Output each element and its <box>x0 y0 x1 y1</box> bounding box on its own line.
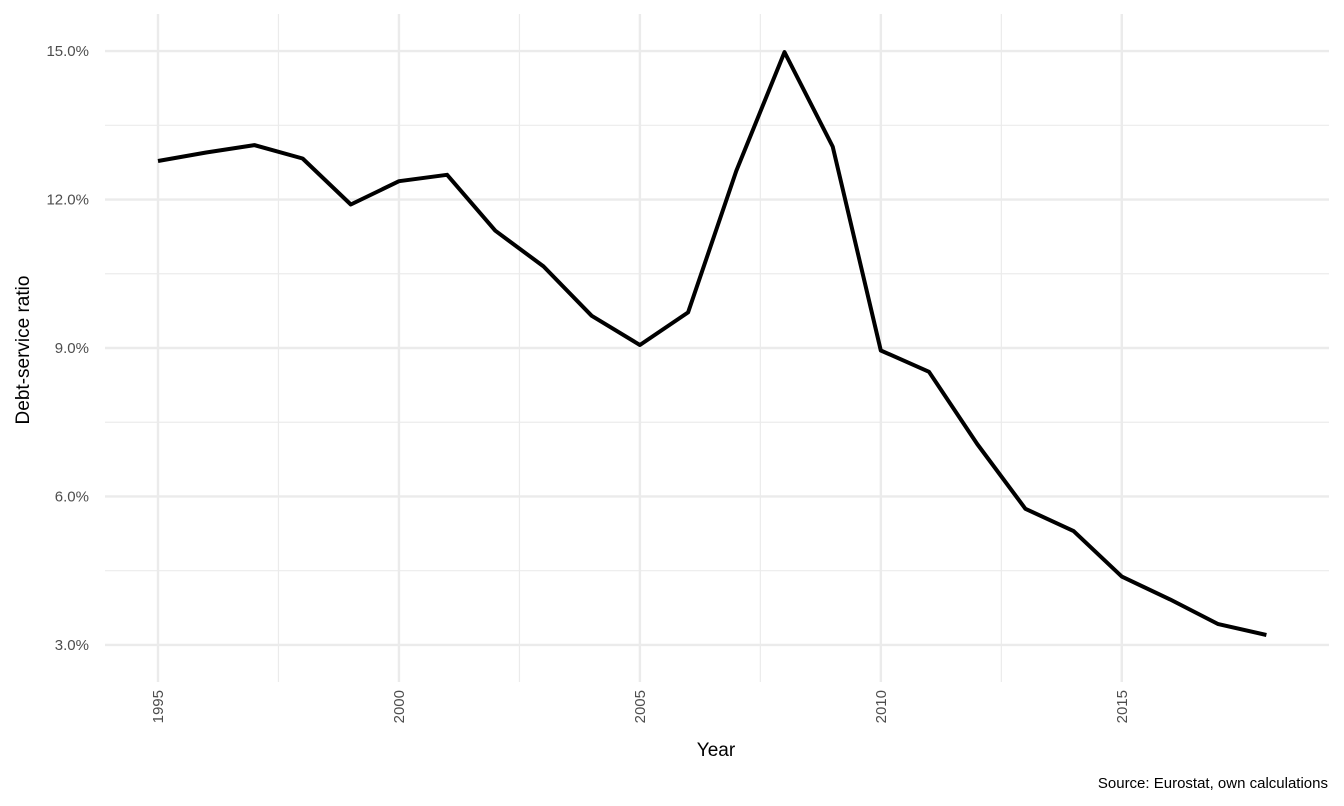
x-tick-label: 2000 <box>391 690 408 723</box>
y-tick-label: 6.0% <box>55 488 89 505</box>
y-axis-title: Debt-service ratio <box>13 276 34 425</box>
y-axis-ticks: 3.0% 6.0% 9.0% 12.0% 15.0% <box>46 43 89 654</box>
series-line <box>157 50 1267 637</box>
x-axis-title: Year <box>697 740 736 761</box>
x-tick-label: 2010 <box>873 690 890 723</box>
y-tick-label: 12.0% <box>46 192 89 209</box>
x-axis-ticks: 1995 2000 2005 2010 2015 <box>150 690 1131 723</box>
x-tick-label: 2005 <box>632 690 649 723</box>
source-caption: Source: Eurostat, own calculations <box>1098 775 1328 792</box>
x-tick-label: 2015 <box>1114 690 1131 723</box>
y-tick-label: 3.0% <box>55 637 89 654</box>
y-tick-label: 15.0% <box>46 43 89 60</box>
x-tick-label: 1995 <box>150 690 167 723</box>
grid <box>105 14 1329 682</box>
y-tick-label: 9.0% <box>55 340 89 357</box>
